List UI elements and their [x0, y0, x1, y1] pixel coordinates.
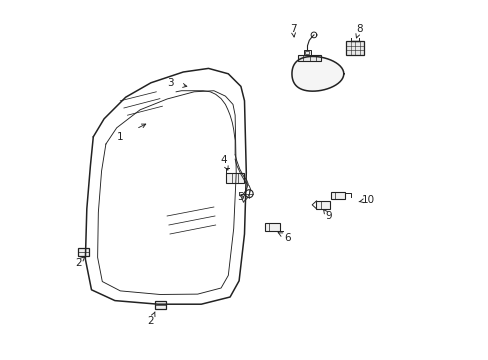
Text: 3: 3 — [167, 78, 174, 88]
Text: 4: 4 — [220, 155, 226, 165]
Bar — [225, 173, 244, 183]
Text: 8: 8 — [356, 24, 362, 34]
Bar — [305, 51, 308, 54]
Text: 7: 7 — [289, 24, 296, 34]
Text: 5: 5 — [236, 192, 243, 202]
Bar — [330, 192, 345, 199]
Text: 2: 2 — [147, 316, 154, 326]
Bar — [304, 50, 310, 55]
Bar — [346, 41, 363, 55]
Bar — [155, 301, 166, 309]
Bar — [78, 248, 88, 256]
Text: 1: 1 — [117, 132, 123, 142]
Polygon shape — [291, 57, 343, 91]
Bar — [316, 201, 329, 209]
Text: 10: 10 — [362, 195, 374, 205]
Text: 2: 2 — [75, 258, 81, 268]
Text: 6: 6 — [284, 233, 290, 243]
Bar — [297, 55, 321, 61]
Bar — [265, 223, 279, 231]
Text: 9: 9 — [325, 211, 331, 221]
